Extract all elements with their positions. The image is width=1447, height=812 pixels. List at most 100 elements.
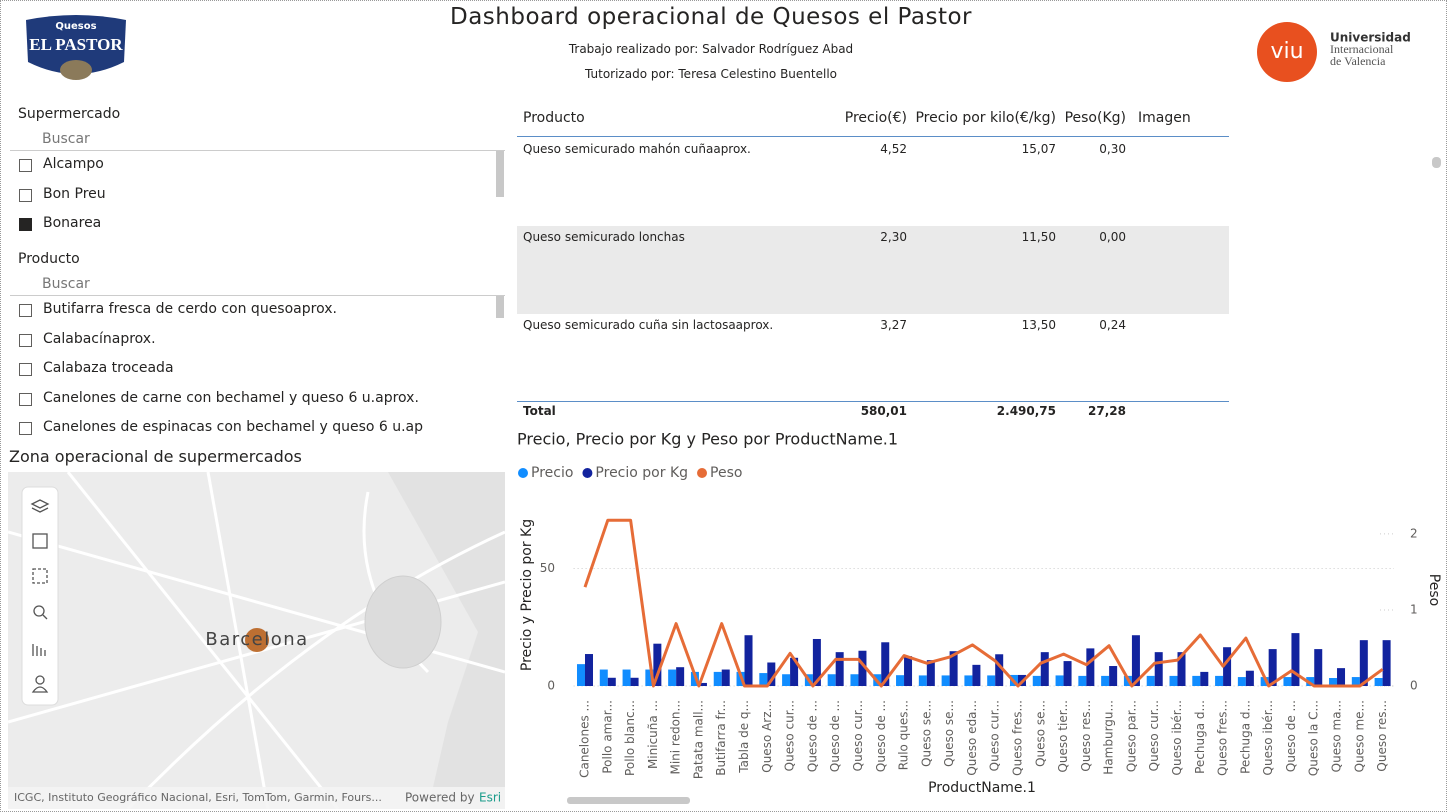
tool-person[interactable] [35, 675, 45, 685]
tool-layers[interactable] [30, 499, 50, 513]
legend-marker [518, 468, 528, 478]
legend-marker [697, 468, 708, 478]
bar [1314, 649, 1323, 686]
x-tick-label: Queso de ... [828, 700, 842, 772]
tool-qr[interactable] [32, 533, 48, 549]
road [66, 472, 340, 809]
page-scrollbar[interactable] [1432, 157, 1441, 168]
bar [1337, 668, 1346, 686]
x-tick-label: Pollo blanc... [623, 700, 637, 776]
checkbox[interactable] [19, 392, 32, 406]
tool-select[interactable] [32, 568, 48, 584]
bar [576, 664, 585, 686]
tool-chart[interactable] [32, 644, 46, 656]
x-tick-label: Queso res... [1375, 700, 1389, 772]
chart: Precio, Precio por Kg y Peso por Product… [517, 430, 1442, 804]
bar [759, 673, 768, 686]
dashboard-title: Dashboard operacional de Quesos el Pasto… [450, 4, 972, 30]
y-tick-label: 0 [547, 679, 555, 693]
x-tick-label: Rulo ques... [897, 700, 911, 770]
checkbox[interactable] [19, 218, 32, 231]
checkbox[interactable] [19, 188, 32, 202]
x-tick-label: Queso cur... [851, 700, 865, 771]
checkbox[interactable] [19, 159, 32, 172]
column-header[interactable]: Precio(€) [844, 110, 907, 126]
slicer-item[interactable]: Bon Preu [43, 185, 106, 202]
x-tick-label: Queso eda... [965, 700, 979, 776]
bar [790, 657, 799, 686]
tool-search[interactable] [33, 605, 45, 617]
bar [1177, 652, 1186, 686]
column-header[interactable]: Peso(Kg) [1064, 110, 1126, 126]
bar [972, 664, 981, 686]
bar [653, 643, 662, 686]
map-attribution: ICGC, Instituto Geográfico Nacional, Esr… [14, 791, 382, 804]
bar [1245, 670, 1254, 686]
table-cell: Queso semicurado lonchas [523, 230, 685, 244]
x-tick-label: Queso fres... [1216, 700, 1230, 776]
road [206, 472, 270, 809]
map-bubble[interactable] [245, 628, 269, 652]
bar [668, 669, 677, 686]
legend-label[interactable]: Precio por Kg [595, 465, 688, 481]
logo-text: de Valencia [1330, 54, 1386, 68]
bar [941, 675, 950, 686]
slicer-item[interactable]: Butifarra fresca de cerdo con quesoaprox… [43, 301, 337, 317]
chart-title: Precio, Precio por Kg y Peso por Product… [517, 430, 898, 449]
y2-tick-label: 1 [1410, 602, 1418, 616]
bar [858, 650, 867, 686]
slicer-scrollbar[interactable] [496, 296, 504, 318]
legend-label[interactable]: Peso [710, 465, 742, 481]
bar [1215, 675, 1224, 686]
bar [1268, 649, 1277, 686]
bar [607, 677, 616, 686]
x-tick-label: Queso fres... [1010, 700, 1024, 776]
slicer-item[interactable]: Canelones de carne con bechamel y queso … [43, 389, 419, 406]
bar [1192, 675, 1201, 686]
checkbox[interactable] [19, 304, 32, 317]
bar [744, 635, 753, 686]
slicer-item[interactable]: Canelones de espinacas con bechamel y qu… [43, 419, 424, 435]
total-cell: Total [523, 404, 556, 418]
slicer-item[interactable]: Alcampo [43, 156, 104, 172]
legend-label[interactable]: Precio [531, 465, 573, 481]
slicer-item[interactable]: Bonarea [43, 215, 102, 231]
legend-marker [582, 468, 593, 478]
slicer-item[interactable]: Calabacínaprox. [43, 330, 156, 347]
checkbox[interactable] [19, 422, 32, 435]
map[interactable]: Barcelona ICGC, Instituto Geográfico Nac… [8, 472, 505, 809]
bar [1109, 666, 1118, 686]
bar [904, 656, 913, 686]
bar [1101, 675, 1110, 686]
table-cell: 11,50 [1021, 230, 1056, 244]
x-tick-label: Queso la C... [1307, 700, 1321, 776]
x-tick-label: Queso de ... [805, 700, 819, 772]
x-axis-title: ProductName.1 [928, 780, 1036, 796]
bar [782, 674, 791, 686]
slicer-scrollbar[interactable] [496, 151, 504, 197]
slicer-item[interactable]: Calabaza troceada [43, 360, 174, 376]
column-header[interactable]: Precio por kilo(€/kg) [915, 110, 1056, 126]
y2-tick-label: 2 [1410, 526, 1418, 540]
bar [1146, 675, 1155, 686]
x-tick-label: Queso par... [1124, 700, 1138, 772]
bar [881, 642, 890, 686]
slicer-search[interactable]: Buscar [42, 131, 90, 147]
checkbox[interactable] [19, 363, 32, 376]
bar [835, 652, 844, 686]
map-esri[interactable]: Esri [479, 791, 501, 805]
column-header[interactable]: Producto [523, 110, 585, 126]
x-tick-label: Hamburgu... [1102, 700, 1116, 775]
scrollbar[interactable] [567, 797, 690, 804]
table-cell: 3,27 [880, 318, 907, 332]
logo-viu: viu Universidad Internacional de Valenci… [1257, 22, 1411, 82]
map-tools [30, 499, 50, 693]
bar [1306, 677, 1315, 686]
x-tick-label: Tabla de q... [737, 700, 751, 774]
checkbox[interactable] [19, 333, 32, 347]
logo-text: viu [1270, 39, 1303, 64]
column-header[interactable]: Imagen [1138, 110, 1191, 126]
x-tick-label: Queso se... [942, 700, 956, 767]
slicer-search[interactable]: Buscar [42, 276, 90, 292]
bar [918, 675, 927, 686]
